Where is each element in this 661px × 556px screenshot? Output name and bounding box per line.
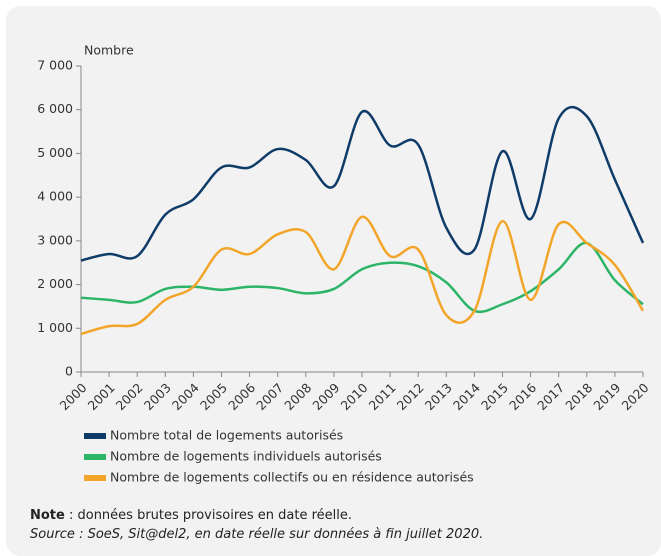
- y-tick-label: 2 000: [37, 276, 73, 291]
- note-label: Note: [30, 508, 65, 523]
- background: [6, 6, 661, 556]
- legend-swatch: [84, 433, 106, 439]
- y-tick-label: 1 000: [37, 320, 73, 335]
- line-series: [80, 241, 644, 314]
- legend-swatch: [84, 454, 106, 460]
- legend-label: Nombre total de logements autorisés: [110, 428, 343, 443]
- note-text: : données brutes provisoires en date rée…: [64, 508, 353, 523]
- y-tick-label: 6 000: [37, 101, 73, 116]
- y-tick-label: 3 000: [37, 232, 73, 247]
- y-tick-label: 5 000: [37, 145, 73, 160]
- line-series: [80, 105, 645, 262]
- note: Note : données brutes provisoires en dat…: [30, 508, 352, 523]
- y-tick-label: 7 000: [37, 58, 73, 73]
- legend-label: Nombre de logements individuels autorisé…: [110, 449, 382, 464]
- source: Source : SoeS, Sit@del2, en date réelle …: [30, 527, 484, 542]
- legend-swatch: [84, 475, 106, 481]
- legend-label: Nombre de logements collectifs ou en rés…: [110, 470, 474, 485]
- line-series: [80, 215, 645, 336]
- y-tick-label: 0: [65, 364, 73, 379]
- y-tick-label: 4 000: [37, 189, 73, 204]
- y-axis-label: Nombre: [84, 43, 134, 58]
